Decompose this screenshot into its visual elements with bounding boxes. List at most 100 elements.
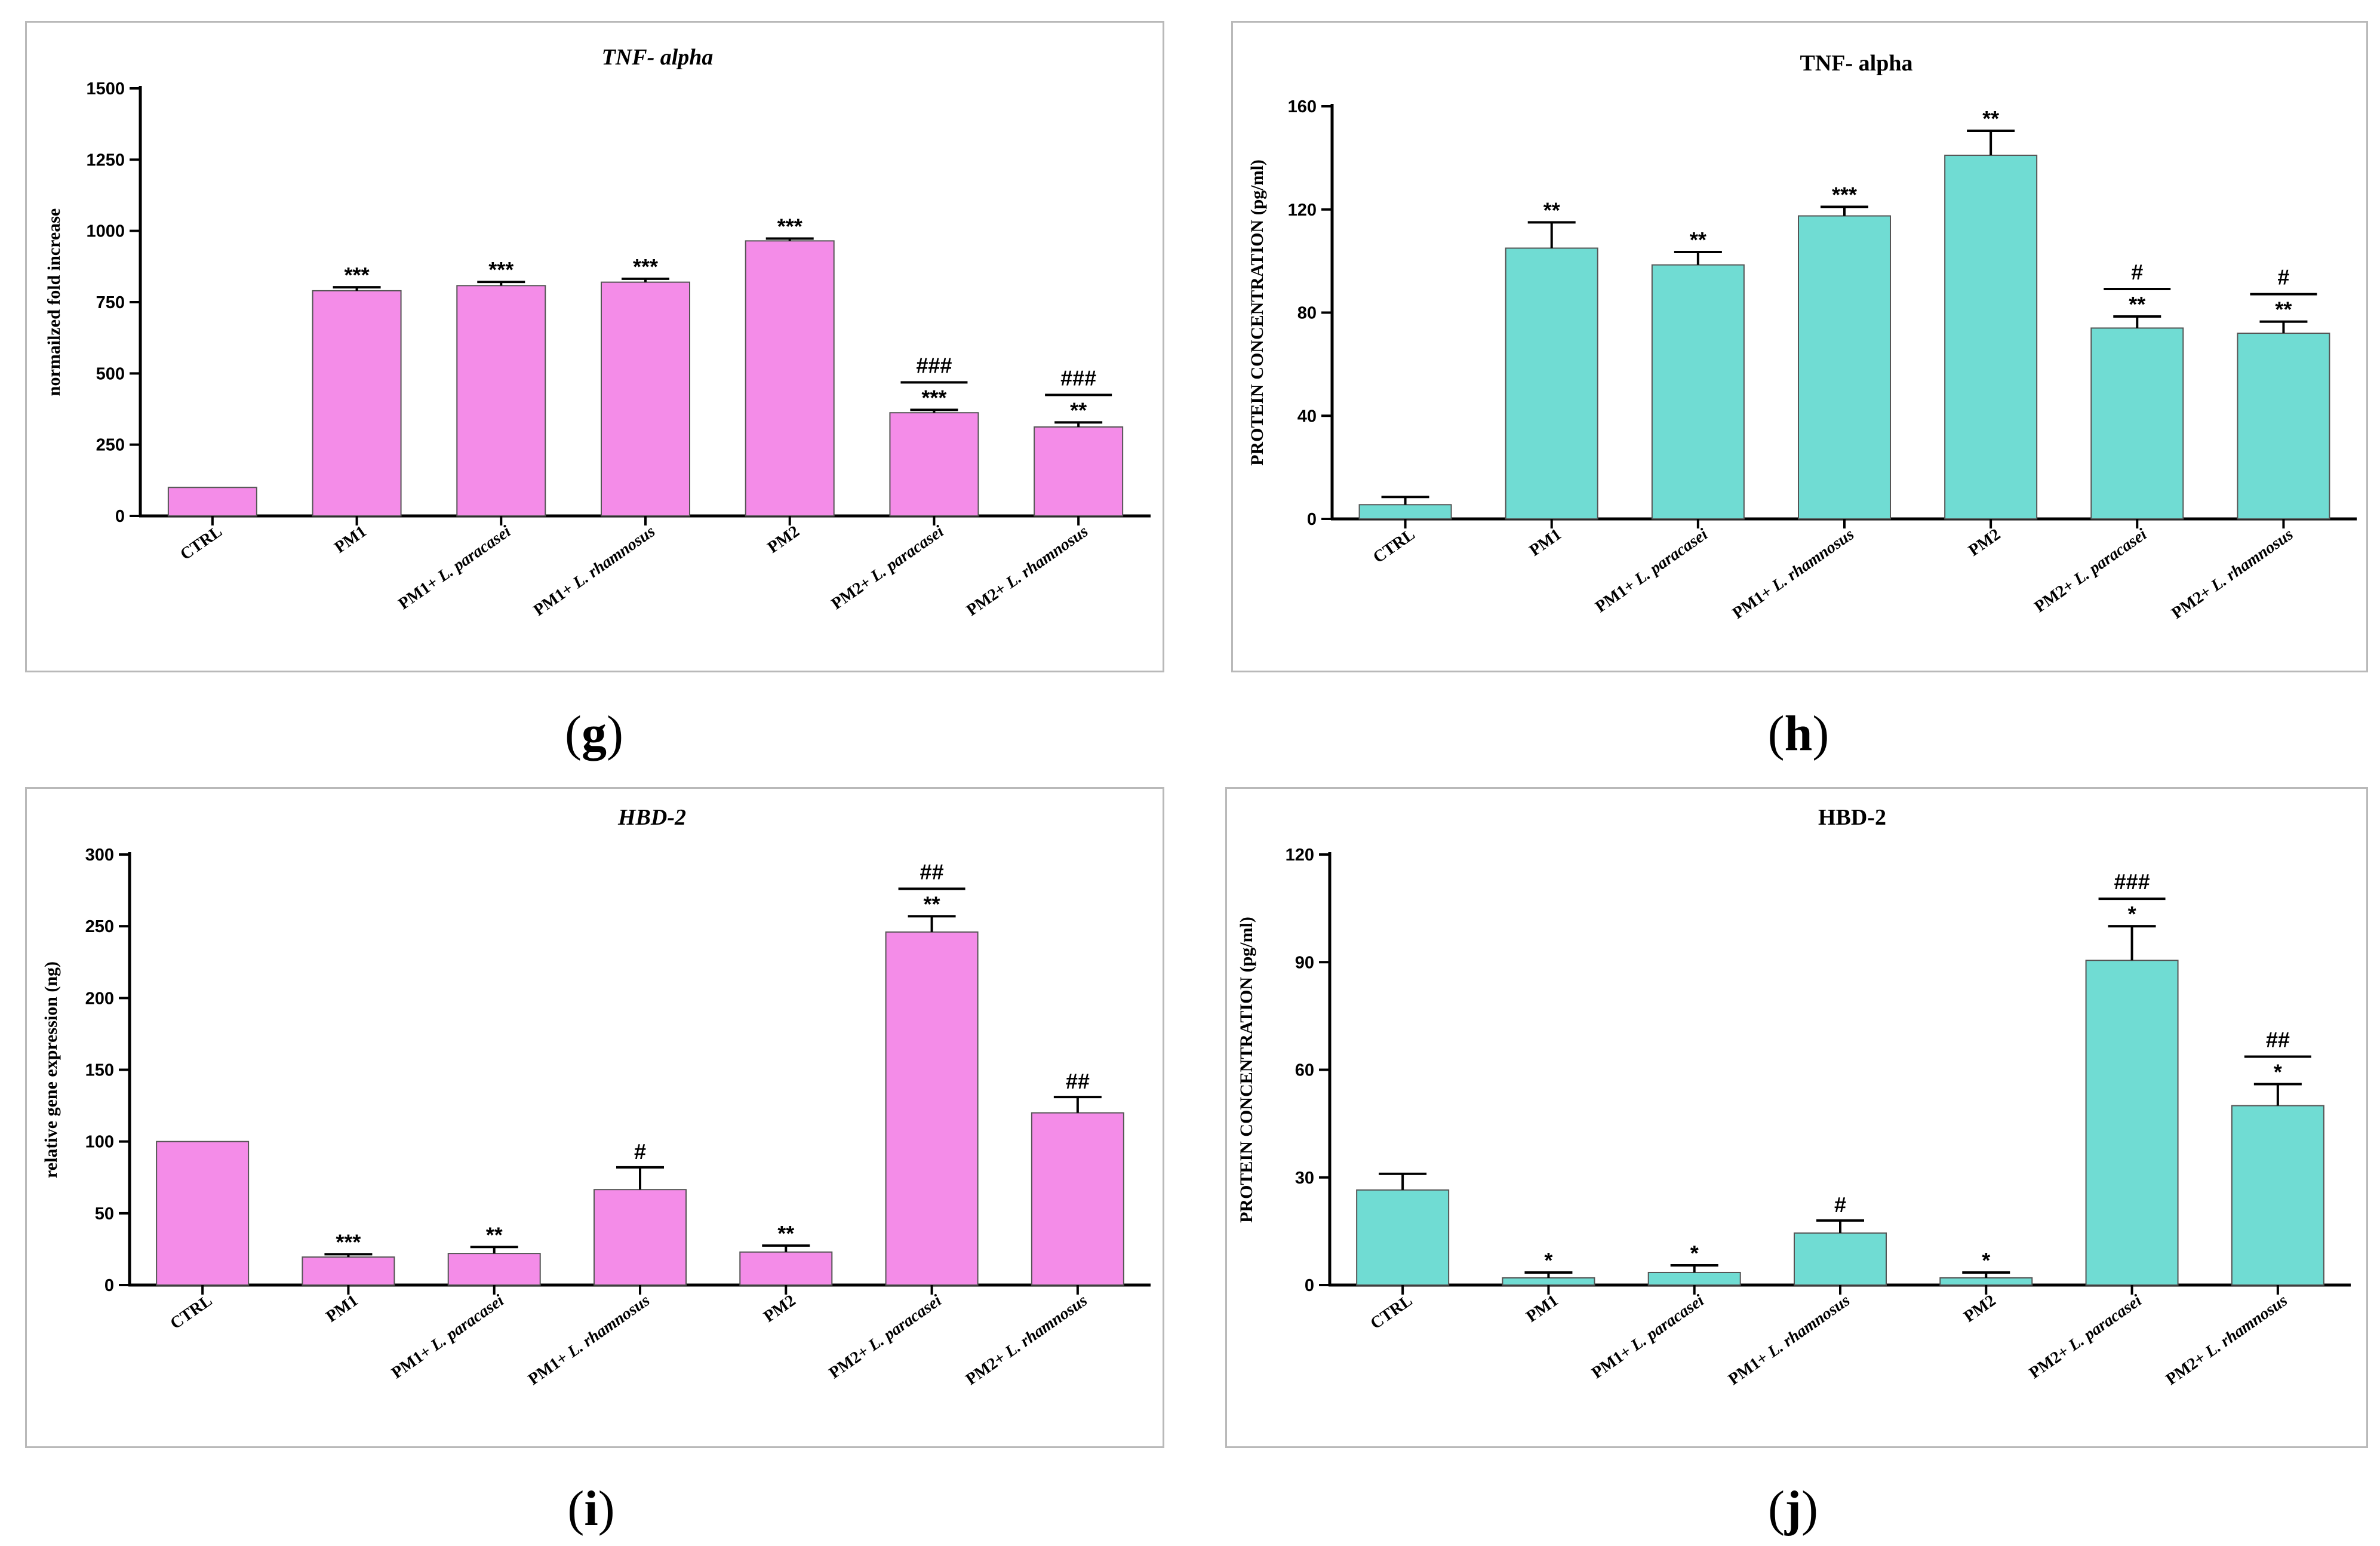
bar: [889, 412, 979, 517]
category-label-text: PM1+: [1725, 1346, 1775, 1389]
category-label: PM1: [1523, 1291, 1562, 1326]
y-tick-label: 1000: [86, 222, 125, 241]
category-label-text: PM1+: [1729, 580, 1779, 623]
y-tick-label: 120: [1286, 846, 1314, 865]
bar: [2237, 333, 2330, 520]
category-label-text: CTRL: [1367, 1291, 1416, 1333]
category-label: CTRL: [1367, 1291, 1416, 1333]
bar: [1505, 247, 1598, 520]
chart-title: TNF- alpha: [1800, 51, 1913, 76]
category-label: PM1+ L. paracasei: [1592, 525, 1711, 616]
bar: [1944, 155, 2038, 520]
chart-panel-i: HBD-2 relative gene expression (ng) 0 50 100…: [25, 787, 1164, 1448]
chart-svg-g: TNF- alpha normailzed fold increase 0 250 50…: [44, 45, 1151, 620]
panel-label-g-letter: g: [582, 706, 607, 761]
bar: [1502, 1277, 1595, 1286]
category-label: PM1: [1526, 525, 1565, 560]
significance-hashes: ##: [1066, 1069, 1090, 1093]
y-tick-label: 500: [96, 364, 125, 383]
category-label-species: L. rhamnosus: [1768, 525, 1858, 595]
category-label: PM1+ L. rhamnosus: [1725, 1291, 1853, 1389]
category-label: CTRL: [1370, 525, 1419, 567]
y-tick-label: 100: [85, 1133, 114, 1152]
y-tick-label: 750: [96, 293, 125, 312]
significance-hashes: #: [634, 1139, 646, 1164]
bar: [302, 1256, 395, 1286]
y-tick-label: 0: [104, 1276, 114, 1295]
panel-label-j: (j): [1768, 1481, 1818, 1536]
category-label-text: CTRL: [167, 1291, 216, 1333]
chart-svg-h: TNF- alpha PROTEIN CONCENTRATION (pg/ml) 0…: [1247, 51, 2357, 623]
significance-stars: **: [924, 892, 940, 916]
bar: [1794, 1232, 1887, 1286]
significance-stars: **: [2275, 297, 2292, 322]
category-label: PM2: [764, 522, 803, 557]
significance-stars: **: [1690, 228, 1706, 252]
y-axis-label: normailzed fold increase: [44, 208, 64, 396]
significance-hashes: #: [2277, 265, 2289, 290]
significance-stars: ***: [633, 254, 658, 279]
category-label-species: L. paracasei: [1627, 1291, 1708, 1355]
category-label: PM2+ L. rhamnosus: [963, 1291, 1091, 1389]
category-label: PM1: [331, 522, 370, 557]
category-label-text: PM1+: [395, 571, 445, 614]
category-label: PM1+ L. paracasei: [395, 522, 515, 613]
category-label-text: PM2+: [2026, 1340, 2076, 1383]
category-label-text: PM1+: [1588, 1340, 1638, 1383]
category-label-text: PM1+: [530, 577, 580, 620]
y-tick-label: 30: [1295, 1169, 1314, 1188]
category-label-text: PM1: [1526, 525, 1565, 560]
y-axis-label: PROTEIN CONCENTRATION (pg/ml): [1237, 917, 1256, 1223]
significance-stars: *: [2274, 1060, 2282, 1084]
y-tick-label: 1500: [86, 79, 125, 99]
chart-svg-i: HBD-2 relative gene expression (ng) 0 50 100…: [41, 805, 1151, 1389]
significance-stars: **: [2129, 292, 2145, 316]
category-label-species: L. rhamnosus: [1001, 1291, 1091, 1361]
y-axis-label: relative gene expression (ng): [41, 961, 61, 1178]
y-tick-label: 0: [1305, 1276, 1314, 1295]
significance-stars: **: [1982, 106, 1999, 131]
category-label: PM1+ L. rhamnosus: [530, 522, 659, 620]
category-label-text: PM2: [1965, 525, 2004, 560]
significance-stars: **: [777, 1221, 794, 1246]
bar: [601, 281, 690, 517]
y-tick-label: 0: [1307, 510, 1317, 529]
category-label: PM2+ L. paracasei: [2026, 1291, 2145, 1382]
y-tick-label: 160: [1288, 97, 1317, 116]
bar: [594, 1189, 687, 1286]
bar: [1358, 504, 1452, 520]
category-label: PM2: [1960, 1291, 1999, 1326]
category-label-text: PM2+: [828, 571, 878, 614]
chart-title: HBD-2: [617, 805, 686, 830]
bar: [1356, 1189, 1450, 1286]
y-tick-label: 80: [1297, 304, 1317, 323]
category-label: PM2+ L. paracasei: [2031, 525, 2151, 616]
bar: [1651, 264, 1745, 520]
category-label-text: PM2+: [963, 1346, 1013, 1389]
category-label: PM2+ L. rhamnosus: [2163, 1291, 2291, 1389]
category-label-text: PM1: [1523, 1291, 1562, 1326]
significance-hashes: ###: [916, 353, 952, 377]
chart-title: TNF- alpha: [602, 45, 714, 70]
category-label-text: PM1: [331, 522, 370, 557]
y-axis-label: PROTEIN CONCENTRATION (pg/ml): [1247, 159, 1267, 466]
category-label-species: L. rhamnosus: [564, 1291, 653, 1361]
significance-stars: *: [1690, 1241, 1699, 1265]
bar: [1034, 426, 1124, 517]
category-label-species: L. paracasei: [427, 1291, 508, 1355]
category-label-text: CTRL: [1370, 525, 1419, 567]
panel-label-h: (h): [1767, 706, 1829, 761]
panel-label-h-letter: h: [1784, 706, 1813, 761]
significance-hashes: #: [1834, 1192, 1846, 1217]
bar: [156, 1141, 250, 1286]
category-label-species: L. rhamnosus: [1764, 1291, 1853, 1361]
bar: [1647, 1271, 1741, 1286]
y-tick-label: 50: [95, 1204, 114, 1224]
y-tick-label: 250: [85, 917, 114, 936]
significance-stars: ***: [921, 385, 946, 410]
category-label-text: PM2+: [2031, 574, 2081, 617]
category-label-text: PM2+: [2168, 580, 2218, 623]
category-label-species: L. paracasei: [2070, 525, 2151, 589]
category-label: PM1+ L. rhamnosus: [1729, 525, 1858, 623]
y-tick-label: 60: [1295, 1061, 1314, 1080]
